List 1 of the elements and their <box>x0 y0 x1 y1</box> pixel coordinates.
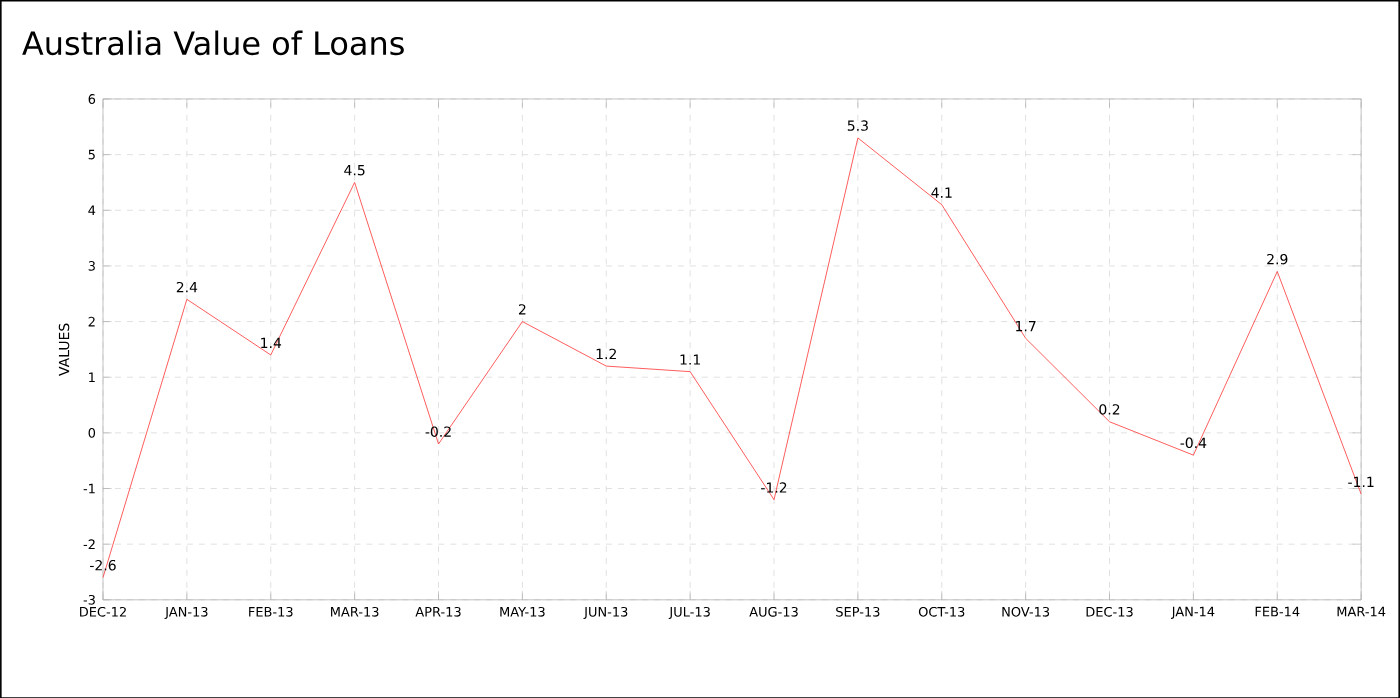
chart-title: Australia Value of Loans <box>22 30 404 55</box>
